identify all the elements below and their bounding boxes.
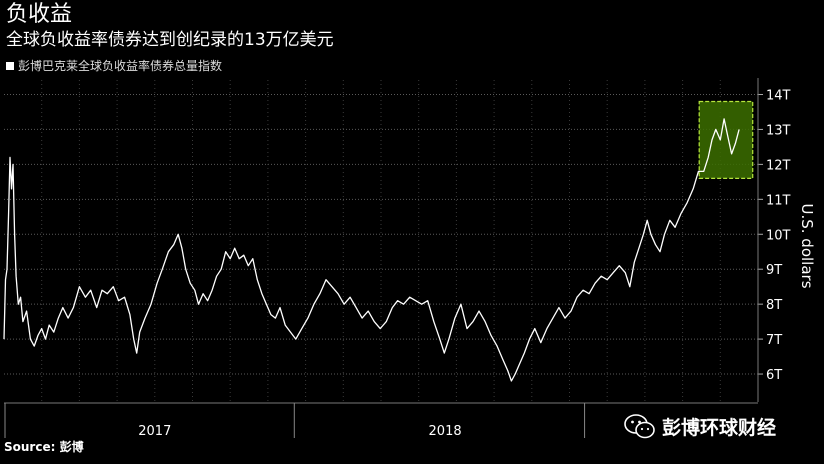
y-tick-label: 12T: [766, 158, 791, 173]
highlight-box-group: [698, 100, 754, 179]
y-axis-title: U.S. dollars: [798, 203, 816, 288]
wechat-icon: [624, 413, 656, 440]
x-tick-label: 2017: [138, 424, 171, 439]
y-tick-label: 7T: [766, 333, 782, 348]
legend: 彭博巴克莱全球负收益率债券总量指数: [6, 58, 222, 74]
y-tick-label: 14T: [766, 88, 791, 103]
y-tick-label: 11T: [766, 193, 791, 208]
watermark: 彭博环球财经: [624, 413, 776, 440]
y-tick-label: 6T: [766, 368, 782, 383]
source-label: Source: 彭博: [4, 440, 84, 454]
legend-swatch: [6, 62, 14, 70]
watermark-text: 彭博环球财经: [662, 417, 777, 439]
chart-title: 负收益: [6, 2, 73, 27]
y-tick-label: 9T: [766, 263, 782, 278]
highlight-box: [698, 100, 754, 179]
y-tick-label: 10T: [766, 228, 791, 243]
chart-subtitle: 全球负收益率债券达到创纪录的13万亿美元: [6, 30, 334, 50]
y-tick-label: 13T: [766, 123, 791, 138]
grid-lines: [4, 80, 758, 402]
series-line: [3, 118, 740, 382]
legend-label: 彭博巴克莱全球负收益率债券总量指数: [18, 59, 223, 73]
series-group: [3, 118, 740, 382]
x-tick-label: 2018: [429, 424, 462, 439]
y-tick-label: 8T: [766, 298, 782, 313]
axes-group: 6T 7T 8T 9T 10T 11T 12T 13T 14T 2017 2018 U.S. doll…: [4, 78, 816, 439]
